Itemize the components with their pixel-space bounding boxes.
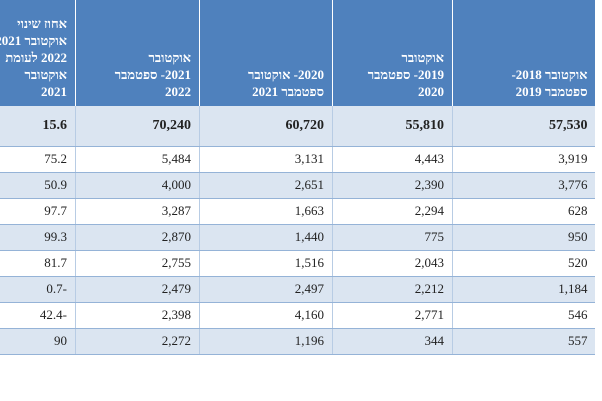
table-cell: 2,479 <box>75 276 200 303</box>
table-row: 97.7 3,287 1,663 2,294 628 <box>0 198 595 225</box>
table-cell: 2,294 <box>332 198 453 225</box>
header-line: 2022 <box>165 84 191 99</box>
header-percent-change: אחוז שינוי אוקטובר 2021- 2022 לעומת אוקט… <box>0 0 76 106</box>
table-row: 75.2 5,484 3,131 4,443 3,919 <box>0 146 595 173</box>
table-cell: 97.7 <box>0 198 76 225</box>
table-cell: 2,398 <box>75 302 200 329</box>
header-2020-2021: 2020- אוקטובר ספטמבר 2021 <box>199 0 333 106</box>
header-2021-2022: אוקטובר 2021- ספטמבר 2022 <box>75 0 200 106</box>
table-cell: 3,287 <box>75 198 200 225</box>
table-row: 81.7 2,755 1,516 2,043 520 <box>0 250 595 277</box>
table-cell: 1,196 <box>199 328 333 355</box>
header-2019-2020: אוקטובר 2019- ספטמבר 2020 <box>332 0 453 106</box>
table-cell: 546 <box>452 302 595 329</box>
table-cell: 520 <box>452 250 595 277</box>
header-row: אחוז שינוי אוקטובר 2021- 2022 לעומת אוקט… <box>0 0 595 106</box>
header-line: אוקטובר <box>148 50 191 65</box>
table-cell: 0.7- <box>0 276 76 303</box>
table-cell: 2,390 <box>332 172 453 199</box>
header-line: ספטמבר 2021 <box>252 84 324 99</box>
table-cell: 60,720 <box>199 106 333 147</box>
table-cell: 628 <box>452 198 595 225</box>
header-line: 2021- ספטמבר <box>114 67 191 82</box>
table-cell: 2,497 <box>199 276 333 303</box>
table-cell: 2,212 <box>332 276 453 303</box>
table-cell: 2,651 <box>199 172 333 199</box>
table-cell: 55,810 <box>332 106 453 147</box>
header-line: אוקטובר 2018- <box>511 67 588 82</box>
table-cell: 2,755 <box>75 250 200 277</box>
table-cell: 2,870 <box>75 224 200 251</box>
table-cell: 5,484 <box>75 146 200 173</box>
table-cell: 3,776 <box>452 172 595 199</box>
header-line: 2019- ספטמבר <box>367 67 444 82</box>
table-cell: 15.6 <box>0 106 76 147</box>
table-cell: 344 <box>332 328 453 355</box>
header-line: אחוז שינוי <box>17 16 67 31</box>
table-cell: 1,440 <box>199 224 333 251</box>
table-cell: 557 <box>452 328 595 355</box>
table-cell: 42.4- <box>0 302 76 329</box>
table-row: 50.9 4,000 2,651 2,390 3,776 <box>0 172 595 199</box>
header-line: 2020 <box>418 84 444 99</box>
table-cell: 950 <box>452 224 595 251</box>
table-cell: 4,160 <box>199 302 333 329</box>
table-cell: 3,919 <box>452 146 595 173</box>
header-line: 2021 <box>41 84 67 99</box>
table-cell: 99.3 <box>0 224 76 251</box>
total-row: 15.6 70,240 60,720 55,810 57,530 <box>0 106 595 147</box>
table-row: 0.7- 2,479 2,497 2,212 1,184 <box>0 276 595 303</box>
table-row: 42.4- 2,398 4,160 2,771 546 <box>0 302 595 329</box>
table-cell: 1,663 <box>199 198 333 225</box>
table-cell: 775 <box>332 224 453 251</box>
table-cell: 90 <box>0 328 76 355</box>
table-row: 99.3 2,870 1,440 775 950 <box>0 224 595 251</box>
table-cell: 2,272 <box>75 328 200 355</box>
table-cell: 75.2 <box>0 146 76 173</box>
table-cell: 50.9 <box>0 172 76 199</box>
table-cell: 57,530 <box>452 106 595 147</box>
data-table: אחוז שינוי אוקטובר 2021- 2022 לעומת אוקט… <box>0 0 595 355</box>
table-cell: 1,516 <box>199 250 333 277</box>
header-line: אוקטובר 2021- <box>0 33 67 48</box>
table-cell: 70,240 <box>75 106 200 147</box>
table-row: 90 2,272 1,196 344 557 <box>0 328 595 355</box>
header-line: אוקטובר <box>24 67 67 82</box>
table-cell: 3,131 <box>199 146 333 173</box>
header-line: 2022 לעומת <box>5 50 67 65</box>
table-cell: 2,043 <box>332 250 453 277</box>
table-cell: 1,184 <box>452 276 595 303</box>
header-line: 2020- אוקטובר <box>247 67 324 82</box>
table-cell: 4,000 <box>75 172 200 199</box>
table-cell: 2,771 <box>332 302 453 329</box>
header-line: ספטמבר 2019 <box>515 84 588 99</box>
table-cell: 4,443 <box>332 146 453 173</box>
header-line: אוקטובר <box>401 50 444 65</box>
header-2018-2019: אוקטובר 2018- ספטמבר 2019 <box>452 0 595 106</box>
table-cell: 81.7 <box>0 250 76 277</box>
